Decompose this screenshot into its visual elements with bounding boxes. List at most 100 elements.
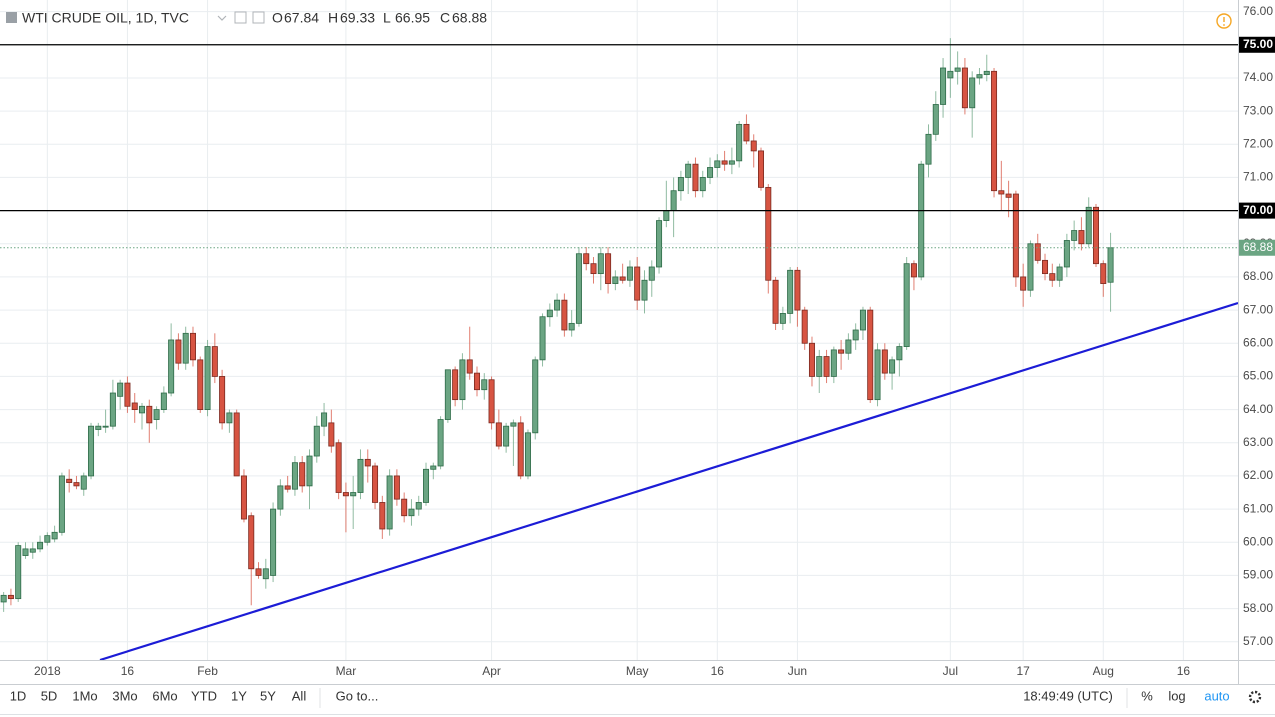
horizontal-line-label: 70.00 [1243, 203, 1273, 217]
candle-body [459, 359, 466, 401]
format-icon[interactable] [252, 11, 265, 24]
candle-body [656, 220, 663, 268]
candle-body [357, 458, 364, 493]
candle-body [488, 379, 495, 424]
clock[interactable]: 18:49:49 (UTC) [1023, 688, 1113, 703]
candle-body [692, 163, 699, 192]
candle-body [597, 253, 604, 275]
symbol-icon[interactable] [6, 12, 17, 23]
candle-body [204, 346, 211, 410]
overlays [0, 44, 1238, 660]
settings-icon[interactable] [234, 11, 247, 24]
x-tick-label: Jun [788, 664, 807, 678]
axis-boxes: 75.00 70.00 68.88 [1239, 36, 1275, 256]
candle-body [430, 465, 437, 470]
chart-title[interactable]: WTI CRUDE OIL, 1D, TVC [22, 10, 189, 26]
menu-caret[interactable] [217, 15, 227, 21]
range-button[interactable]: YTD [191, 688, 217, 703]
candle-body [575, 253, 582, 324]
range-button[interactable]: All [292, 688, 307, 703]
candle-body [248, 515, 255, 570]
candle-body [583, 253, 590, 265]
candle-body [379, 502, 386, 530]
axis-labels: 57.00 58.00 59.00 60.00 61.00 62.00 63.00 64.00… [34, 4, 1273, 678]
candle-body [590, 263, 597, 275]
y-tick-label: 65.00 [1243, 369, 1273, 383]
candle-body [903, 263, 910, 347]
candle-body [328, 422, 335, 447]
range-button[interactable]: 5Y [260, 688, 276, 703]
candle-body [444, 369, 451, 420]
toolbar: Go to... 18:49:49 (UTC) % log auto 1D 5D 1… [10, 688, 1262, 708]
candle-body [845, 339, 852, 354]
candle-body [1049, 273, 1056, 281]
candle-body [743, 123, 750, 142]
candle-body [758, 150, 765, 188]
candle-body [961, 67, 968, 109]
candle-body [350, 492, 357, 497]
candle-body [415, 502, 422, 510]
y-tick-label: 67.00 [1243, 302, 1273, 316]
candle-body [88, 425, 95, 477]
settings-gear[interactable] [1248, 690, 1262, 704]
candle-body [750, 140, 757, 152]
candle-body [670, 190, 677, 212]
candle-body [648, 266, 655, 281]
y-tick-label: 68.00 [1243, 269, 1273, 283]
candle-body [859, 309, 866, 331]
trend-line[interactable] [99, 301, 1238, 660]
candle-body [554, 299, 561, 311]
candle-body [605, 253, 612, 284]
range-button[interactable]: 6Mo [152, 688, 177, 703]
candle-body [160, 392, 167, 410]
y-tick-label: 74.00 [1243, 70, 1273, 84]
candle-body [969, 77, 976, 109]
candle-body [240, 475, 247, 520]
candle-body [437, 419, 444, 467]
candle-body [117, 382, 124, 397]
candle-body [1034, 243, 1041, 261]
candle-body [976, 74, 983, 79]
candle-body [910, 263, 917, 278]
candle-body [255, 568, 262, 576]
percent-toggle[interactable]: % [1141, 688, 1153, 703]
candle-body [211, 346, 218, 377]
ohlc-key: L [383, 10, 391, 26]
candle-body [998, 190, 1005, 195]
candle-body [808, 342, 815, 377]
candle-body [896, 346, 903, 361]
ohlc-value: 69.33 [340, 10, 375, 26]
candle-body [481, 379, 488, 391]
range-button[interactable]: 5D [41, 688, 58, 703]
range-button[interactable]: 1Mo [72, 688, 97, 703]
candle-body [940, 67, 947, 105]
candle-body [510, 422, 517, 427]
candle-body [182, 332, 189, 364]
x-tick-label: Feb [197, 664, 218, 678]
y-tick-label: 73.00 [1243, 103, 1273, 117]
range-button[interactable]: 3Mo [112, 688, 137, 703]
range-button[interactable]: 1D [10, 688, 27, 703]
candle-body [794, 269, 801, 311]
goto-button[interactable]: Go to... [336, 688, 379, 703]
log-toggle[interactable]: log [1168, 688, 1185, 703]
candle-body [1042, 259, 1049, 275]
y-tick-label: 58.00 [1243, 601, 1273, 615]
candle-body [721, 160, 728, 165]
ohlc-key: H [328, 10, 338, 26]
candle-body [270, 508, 277, 576]
candle-body [714, 160, 721, 168]
candle-body [233, 412, 240, 477]
range-button[interactable]: 1Y [231, 688, 247, 703]
candle-body [787, 269, 794, 314]
price-axis[interactable] [1238, 0, 1275, 684]
auto-toggle[interactable]: auto [1204, 688, 1229, 703]
alert-icon[interactable] [1216, 13, 1232, 29]
candle-body [306, 455, 313, 487]
candle-body [1071, 230, 1078, 241]
candle-body [765, 186, 772, 281]
candle-body [262, 568, 269, 580]
candle-body [335, 442, 342, 493]
candle-body [707, 167, 714, 178]
